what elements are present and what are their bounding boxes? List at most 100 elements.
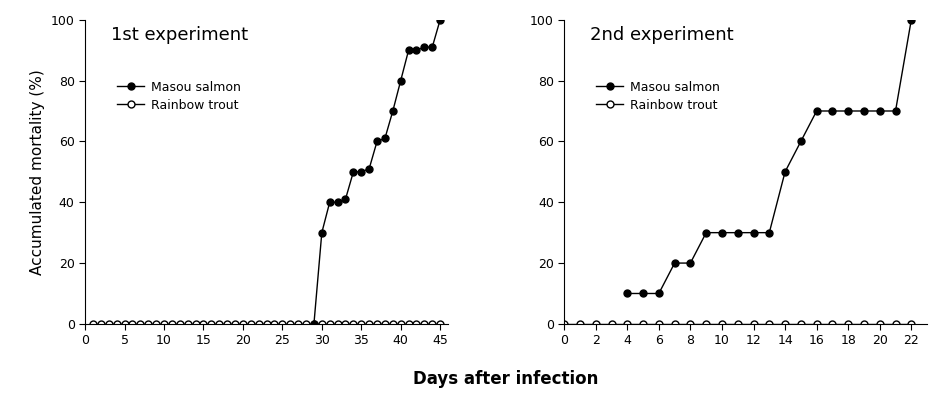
Rainbow trout	[158, 322, 169, 326]
Masou salmon	[332, 200, 343, 205]
Rainbow trout	[237, 322, 249, 326]
Rainbow trout	[269, 322, 280, 326]
Rainbow trout	[748, 322, 760, 326]
Rainbow trout	[134, 322, 146, 326]
Masou salmon	[434, 17, 446, 22]
Masou salmon	[316, 230, 327, 235]
Masou salmon	[403, 48, 414, 53]
Legend: Masou salmon, Rainbow trout: Masou salmon, Rainbow trout	[596, 81, 720, 112]
Rainbow trout	[395, 322, 407, 326]
Rainbow trout	[811, 322, 822, 326]
Rainbow trout	[111, 322, 122, 326]
Masou salmon	[395, 78, 407, 83]
Rainbow trout	[379, 322, 391, 326]
Masou salmon	[372, 139, 383, 144]
Masou salmon	[638, 291, 649, 296]
Rainbow trout	[732, 322, 744, 326]
Y-axis label: Accumulated mortality (%): Accumulated mortality (%)	[30, 69, 45, 275]
Rainbow trout	[716, 322, 727, 326]
Rainbow trout	[434, 322, 446, 326]
Rainbow trout	[276, 322, 288, 326]
Rainbow trout	[653, 322, 664, 326]
Rainbow trout	[301, 322, 312, 326]
Masou salmon	[669, 261, 680, 265]
Rainbow trout	[245, 322, 256, 326]
Rainbow trout	[827, 322, 838, 326]
Rainbow trout	[253, 322, 264, 326]
Rainbow trout	[324, 322, 336, 326]
Rainbow trout	[763, 322, 775, 326]
Masou salmon	[622, 291, 633, 296]
Rainbow trout	[403, 322, 414, 326]
Masou salmon	[387, 109, 398, 113]
Masou salmon	[732, 230, 744, 235]
Masou salmon	[843, 109, 854, 113]
Masou salmon	[827, 109, 838, 113]
Rainbow trout	[292, 322, 304, 326]
Rainbow trout	[858, 322, 869, 326]
Rainbow trout	[87, 322, 98, 326]
Text: Days after infection: Days after infection	[413, 370, 599, 388]
Rainbow trout	[411, 322, 422, 326]
Rainbow trout	[356, 322, 367, 326]
Rainbow trout	[119, 322, 131, 326]
Rainbow trout	[143, 322, 154, 326]
Rainbow trout	[874, 322, 885, 326]
Rainbow trout	[843, 322, 854, 326]
Masou salmon	[685, 261, 696, 265]
Masou salmon	[780, 169, 791, 174]
Rainbow trout	[605, 322, 617, 326]
Rainbow trout	[96, 322, 107, 326]
Rainbow trout	[685, 322, 696, 326]
Rainbow trout	[622, 322, 633, 326]
Rainbow trout	[590, 322, 602, 326]
Rainbow trout	[229, 322, 240, 326]
Masou salmon	[905, 17, 917, 22]
Rainbow trout	[150, 322, 162, 326]
Rainbow trout	[780, 322, 791, 326]
Masou salmon	[427, 45, 438, 49]
Legend: Masou salmon, Rainbow trout: Masou salmon, Rainbow trout	[116, 81, 240, 112]
Masou salmon	[379, 136, 391, 141]
Masou salmon	[356, 169, 367, 174]
Rainbow trout	[348, 322, 359, 326]
Rainbow trout	[905, 322, 917, 326]
Rainbow trout	[340, 322, 351, 326]
Rainbow trout	[796, 322, 807, 326]
Rainbow trout	[127, 322, 138, 326]
Masou salmon	[324, 200, 336, 205]
Rainbow trout	[638, 322, 649, 326]
Masou salmon	[411, 48, 422, 53]
Masou salmon	[340, 197, 351, 201]
Line: Rainbow trout: Rainbow trout	[561, 320, 915, 327]
Rainbow trout	[574, 322, 586, 326]
Masou salmon	[796, 139, 807, 144]
Rainbow trout	[363, 322, 375, 326]
Rainbow trout	[700, 322, 711, 326]
Rainbow trout	[205, 322, 217, 326]
Line: Masou salmon: Masou salmon	[310, 16, 444, 327]
Rainbow trout	[332, 322, 343, 326]
Masou salmon	[348, 169, 359, 174]
Line: Masou salmon: Masou salmon	[623, 16, 915, 297]
Masou salmon	[363, 166, 375, 171]
Rainbow trout	[174, 322, 185, 326]
Masou salmon	[874, 109, 885, 113]
Masou salmon	[308, 322, 320, 326]
Rainbow trout	[103, 322, 114, 326]
Rainbow trout	[198, 322, 209, 326]
Rainbow trout	[261, 322, 272, 326]
Masou salmon	[716, 230, 727, 235]
Rainbow trout	[372, 322, 383, 326]
Rainbow trout	[221, 322, 233, 326]
Rainbow trout	[182, 322, 193, 326]
Rainbow trout	[285, 322, 296, 326]
Masou salmon	[653, 291, 664, 296]
Text: 1st experiment: 1st experiment	[111, 26, 248, 44]
Masou salmon	[890, 109, 902, 113]
Masou salmon	[700, 230, 711, 235]
Rainbow trout	[190, 322, 201, 326]
Rainbow trout	[419, 322, 430, 326]
Line: Rainbow trout: Rainbow trout	[90, 320, 444, 327]
Rainbow trout	[890, 322, 902, 326]
